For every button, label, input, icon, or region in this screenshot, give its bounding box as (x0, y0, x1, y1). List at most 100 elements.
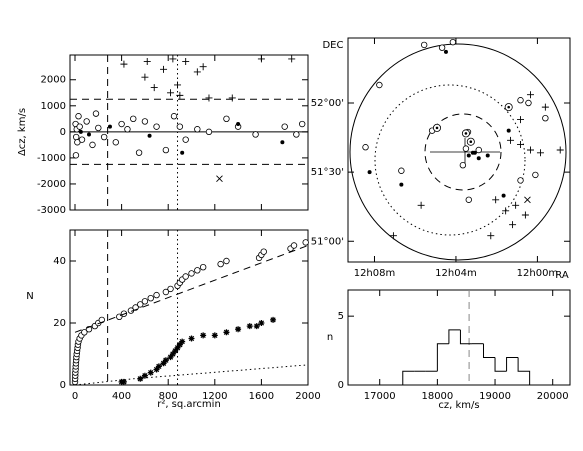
point-asterisk (270, 316, 277, 323)
point-circle (162, 288, 170, 296)
point-asterisk (153, 366, 160, 373)
x-tick-label: 400 (112, 391, 131, 402)
y-axis-label: DEC (322, 40, 343, 51)
y-tick-label: 40 (53, 256, 66, 267)
point-plus (517, 116, 525, 124)
point-circle (217, 260, 224, 268)
point-circled-dot (461, 129, 470, 138)
x-tick-label: 12h08m (354, 268, 396, 279)
point-circle (72, 133, 80, 141)
point-plus (536, 149, 544, 157)
point-circle (462, 145, 470, 152)
point-center (464, 132, 468, 135)
point-dot (399, 182, 404, 187)
fit-line (74, 364, 309, 386)
point-circle (194, 267, 201, 274)
point-dot (78, 129, 83, 134)
point-plus (169, 55, 177, 63)
y-tick-label: 1000 (41, 101, 66, 112)
point-circled-dot (466, 137, 475, 146)
point-asterisk (120, 378, 127, 385)
point-circle (118, 120, 125, 128)
point-circle (147, 295, 154, 302)
point-dot (443, 49, 448, 54)
point-plus (417, 201, 425, 209)
x-tick-label: 12h04m (435, 268, 477, 279)
field-circle (349, 43, 567, 261)
point-cross (216, 175, 223, 183)
point-dot (501, 193, 506, 198)
point-asterisk (147, 369, 154, 376)
y-tick-label: 51°30' (311, 167, 344, 178)
point-circle (100, 133, 108, 141)
y-tick-label: 52°00' (311, 98, 344, 109)
point-asterisk (137, 375, 144, 382)
point-plus (487, 232, 495, 240)
point-circle (78, 136, 86, 143)
point-circle (449, 38, 457, 46)
point-dot (506, 128, 511, 133)
point-circle (194, 126, 201, 133)
point-circle (141, 298, 149, 305)
point-dot (476, 156, 481, 161)
fit-line (74, 245, 309, 333)
x-tick-label: 800 (159, 391, 178, 402)
point-plus (205, 94, 213, 102)
y-tick-label: -1000 (37, 153, 66, 164)
point-plus (389, 232, 397, 240)
point-plus (492, 196, 500, 204)
point-circle (532, 171, 539, 179)
x-axis-label: cz, km/s (438, 400, 479, 411)
point-dot (107, 124, 112, 129)
point-circle (398, 167, 405, 174)
center-crosshair (430, 138, 500, 166)
y-axis-label: n (327, 332, 333, 343)
histogram-step (483, 343, 496, 358)
point-circle (302, 239, 309, 246)
plot-frame (69, 229, 309, 386)
point-center (435, 126, 439, 130)
point-plus (120, 60, 128, 68)
point-circle (290, 242, 298, 249)
point-asterisk (223, 329, 230, 336)
point-plus (141, 73, 149, 81)
x-tick-label: 12h00m (517, 268, 559, 279)
point-circled-dot (433, 123, 442, 132)
point-circle (542, 114, 549, 122)
histogram-step (494, 357, 507, 372)
point-plus (517, 140, 525, 148)
point-circle (205, 128, 213, 136)
point-circle (223, 257, 230, 265)
point-circle (170, 113, 178, 120)
point-asterisk (246, 323, 253, 330)
point-dot (236, 122, 241, 127)
y-tick-label: -3000 (37, 205, 66, 216)
point-circle (72, 152, 80, 159)
field-circle-dotted (374, 84, 526, 236)
point-circle (130, 115, 137, 123)
point-circle (89, 141, 96, 149)
x-tick-label: 18000 (421, 391, 453, 402)
point-plus (509, 221, 517, 229)
x-axis-label: RA (555, 270, 569, 281)
histogram-step (448, 329, 461, 344)
point-circle (124, 126, 131, 133)
point-circle (281, 123, 288, 130)
point-asterisk (160, 360, 167, 367)
point-circle (223, 115, 230, 123)
point-circle (162, 146, 170, 154)
histogram-step (506, 356, 519, 372)
point-plus (288, 55, 296, 63)
point-circle (81, 329, 88, 336)
point-asterisk (258, 320, 265, 326)
point-asterisk (155, 363, 162, 370)
point-plus (507, 136, 515, 144)
point-plus (150, 84, 158, 92)
point-circle (83, 118, 90, 125)
point-circle (465, 196, 472, 203)
point-plus (556, 146, 564, 154)
point-asterisk (253, 323, 260, 330)
histogram-step (436, 343, 449, 372)
